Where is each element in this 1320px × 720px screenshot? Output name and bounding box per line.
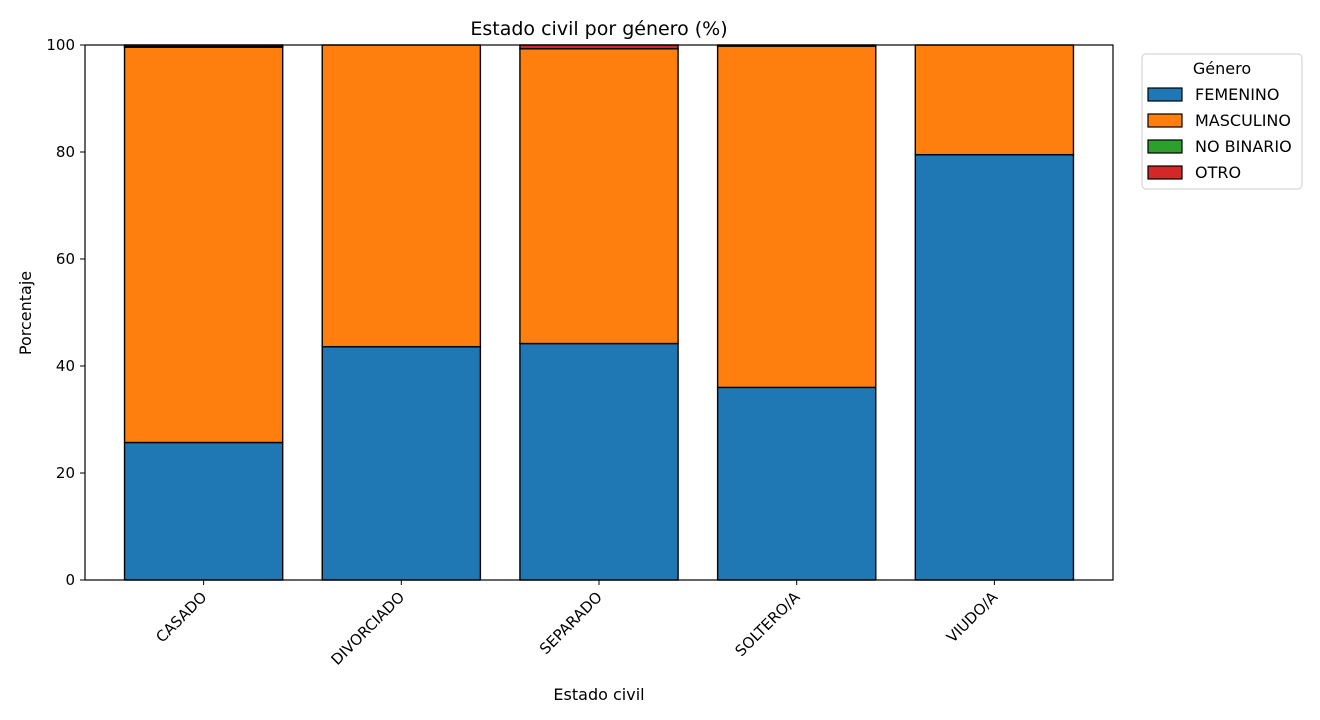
bar-divorciado-masculino bbox=[321, 44, 482, 348]
x-axis: CASADO DIVORCIADO SEPARADO SOLTERO/A VIUDO/A bbox=[152, 580, 1002, 669]
legend-swatch-otro bbox=[1147, 165, 1183, 180]
x-tick-label: SEPARADO bbox=[536, 588, 606, 658]
bar-soltero-a-masculino bbox=[716, 45, 877, 389]
legend: Género FEMENINO MASCULINO NO BINARIO OTRO bbox=[1141, 53, 1303, 190]
x-tick-label: VIUDO/A bbox=[943, 588, 1002, 647]
x-tick-label: SOLTERO/A bbox=[732, 588, 805, 661]
y-axis: 0 20 40 60 80 100 bbox=[46, 36, 85, 589]
legend-items: FEMENINO MASCULINO NO BINARIO OTRO bbox=[1147, 85, 1292, 182]
x-tick-label: CASADO bbox=[152, 588, 210, 646]
legend-label-no-binario: NO BINARIO bbox=[1195, 137, 1292, 156]
bar-casado-femenino bbox=[123, 441, 284, 581]
y-tick-label: 0 bbox=[65, 571, 75, 589]
y-tick-label: 40 bbox=[56, 357, 75, 375]
bar-viudo-a-masculino bbox=[914, 44, 1075, 156]
bar-separado-masculino bbox=[519, 48, 679, 345]
x-tick-label: DIVORCIADO bbox=[328, 588, 409, 669]
bar-casado-masculino bbox=[123, 46, 284, 444]
legend-label-masculino: MASCULINO bbox=[1195, 111, 1291, 130]
bar-soltero-a-femenino bbox=[716, 386, 877, 581]
legend-swatch-no-binario bbox=[1147, 139, 1183, 154]
y-axis-label: Porcentaje bbox=[16, 271, 35, 355]
y-tick-label: 80 bbox=[56, 143, 75, 161]
legend-label-otro: OTRO bbox=[1195, 163, 1241, 182]
x-axis-label: Estado civil bbox=[553, 685, 644, 704]
y-tick-label: 60 bbox=[56, 250, 75, 268]
bar-separado-femenino bbox=[519, 342, 679, 581]
legend-swatch-masculino bbox=[1147, 113, 1183, 128]
y-tick-label: 20 bbox=[56, 464, 75, 482]
bar-divorciado-femenino bbox=[321, 346, 482, 581]
bar-viudo-a-femenino bbox=[914, 153, 1075, 581]
bars-group bbox=[123, 44, 1075, 581]
legend-title: Género bbox=[1193, 59, 1251, 78]
legend-label-femenino: FEMENINO bbox=[1195, 85, 1279, 104]
chart-title: Estado civil por género (%) bbox=[470, 18, 727, 40]
legend-swatch-femenino bbox=[1147, 87, 1183, 102]
y-tick-label: 100 bbox=[46, 36, 75, 54]
